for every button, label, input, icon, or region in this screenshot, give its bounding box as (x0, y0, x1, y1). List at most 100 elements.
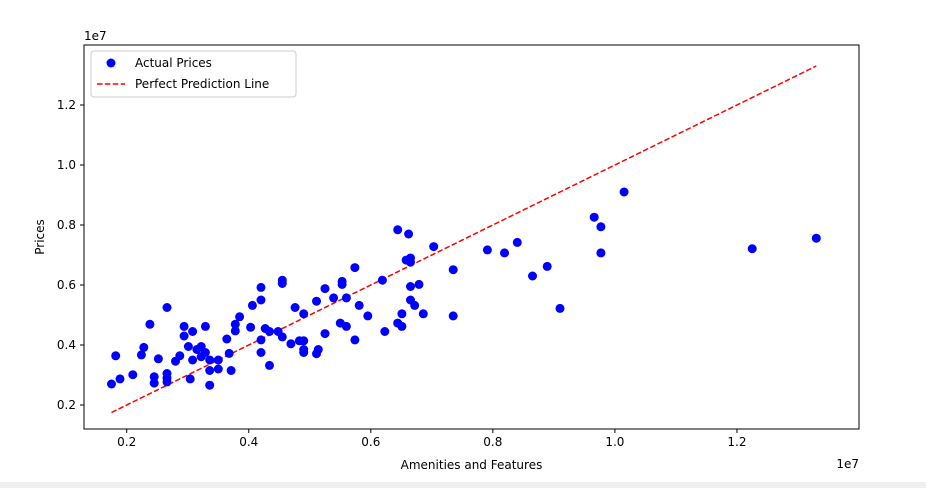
data-point (393, 225, 403, 235)
legend-actual-prices-marker (106, 58, 116, 68)
x-axis: 0.2 0.4 0.6 0.8 1.0 1.2 (117, 429, 746, 449)
data-point (320, 284, 330, 294)
data-point (230, 319, 240, 329)
data-point (179, 331, 189, 341)
data-point (528, 271, 537, 281)
y-tick-label: 0.2 (57, 398, 76, 412)
data-point (341, 293, 351, 303)
data-point (363, 311, 373, 321)
data-point (200, 348, 210, 357)
data-point (188, 355, 198, 365)
data-point (246, 322, 256, 332)
data-point (619, 187, 629, 197)
data-point (235, 312, 245, 322)
data-point (139, 342, 149, 352)
data-point (265, 360, 274, 370)
x-tick-label: 1.0 (605, 435, 624, 449)
data-point (185, 374, 195, 384)
y-tick-label: 1.2 (57, 98, 76, 112)
data-point (265, 327, 274, 336)
data-point (448, 311, 458, 321)
data-point (222, 334, 232, 344)
data-point (589, 212, 599, 222)
x-tick-label: 0.2 (117, 435, 136, 449)
y-tick-label: 0.8 (57, 218, 76, 232)
data-point (312, 296, 321, 306)
data-point (149, 378, 159, 388)
data-point (377, 275, 387, 285)
data-point (404, 229, 414, 239)
x-tick-label: 0.4 (239, 435, 258, 449)
y-axis-scale-label: 1e7 (84, 29, 107, 43)
data-point (320, 329, 330, 339)
y-tick-label: 1.0 (57, 158, 76, 172)
x-axis-scale-label: 1e7 (836, 457, 859, 471)
y-tick-label: 0.4 (57, 338, 76, 352)
data-point (299, 345, 309, 354)
data-point (410, 300, 420, 310)
data-point (811, 233, 821, 243)
data-point (596, 248, 606, 258)
data-point (512, 237, 522, 247)
data-point (128, 370, 138, 380)
data-point (414, 279, 424, 289)
data-point (256, 335, 266, 345)
data-point (183, 342, 193, 351)
legend-box (90, 50, 297, 98)
x-tick-label: 0.8 (483, 435, 502, 449)
legend-prediction-line-label: Perfect Prediction Line (135, 77, 269, 91)
data-point (596, 222, 606, 232)
data-point (341, 321, 351, 331)
data-point (542, 261, 552, 271)
data-point (205, 355, 215, 365)
data-point (350, 263, 360, 273)
data-point (153, 354, 163, 364)
data-point (277, 332, 287, 342)
data-point (162, 303, 172, 312)
data-point (406, 253, 415, 263)
data-point (200, 321, 210, 331)
data-point (313, 345, 323, 354)
data-point (354, 300, 364, 310)
points-layer (107, 187, 821, 390)
x-axis-label: Amenities and Features (401, 458, 543, 472)
data-point (205, 380, 215, 390)
data-point (149, 372, 159, 382)
data-point (418, 309, 428, 319)
data-point (286, 339, 296, 349)
data-point (380, 327, 390, 336)
data-point (299, 309, 309, 319)
data-point (277, 275, 287, 285)
data-point (213, 355, 223, 365)
data-point (397, 309, 407, 319)
data-point (107, 379, 116, 389)
data-point (226, 366, 236, 375)
data-point (350, 335, 360, 345)
data-point (224, 348, 234, 358)
x-tick-label: 1.2 (727, 435, 746, 449)
data-point (111, 351, 121, 361)
x-tick-label: 0.6 (361, 435, 380, 449)
data-point (555, 303, 565, 313)
data-point (329, 293, 339, 303)
data-point (500, 248, 509, 258)
data-point (115, 374, 125, 384)
legend: Actual Prices Perfect Prediction Line (90, 50, 297, 98)
window-bottom-strip (0, 482, 926, 488)
data-point (429, 242, 439, 252)
data-point (406, 282, 415, 291)
data-point (290, 303, 300, 312)
data-point (179, 321, 189, 331)
data-point (205, 366, 215, 375)
data-point (299, 336, 309, 346)
data-point (247, 300, 257, 310)
data-point (337, 276, 347, 286)
data-point (448, 265, 458, 275)
data-point (747, 244, 757, 254)
y-axis-label: Prices (33, 219, 47, 255)
data-point (136, 350, 146, 360)
data-point (256, 282, 266, 292)
data-point (145, 319, 155, 329)
data-point (162, 369, 172, 378)
